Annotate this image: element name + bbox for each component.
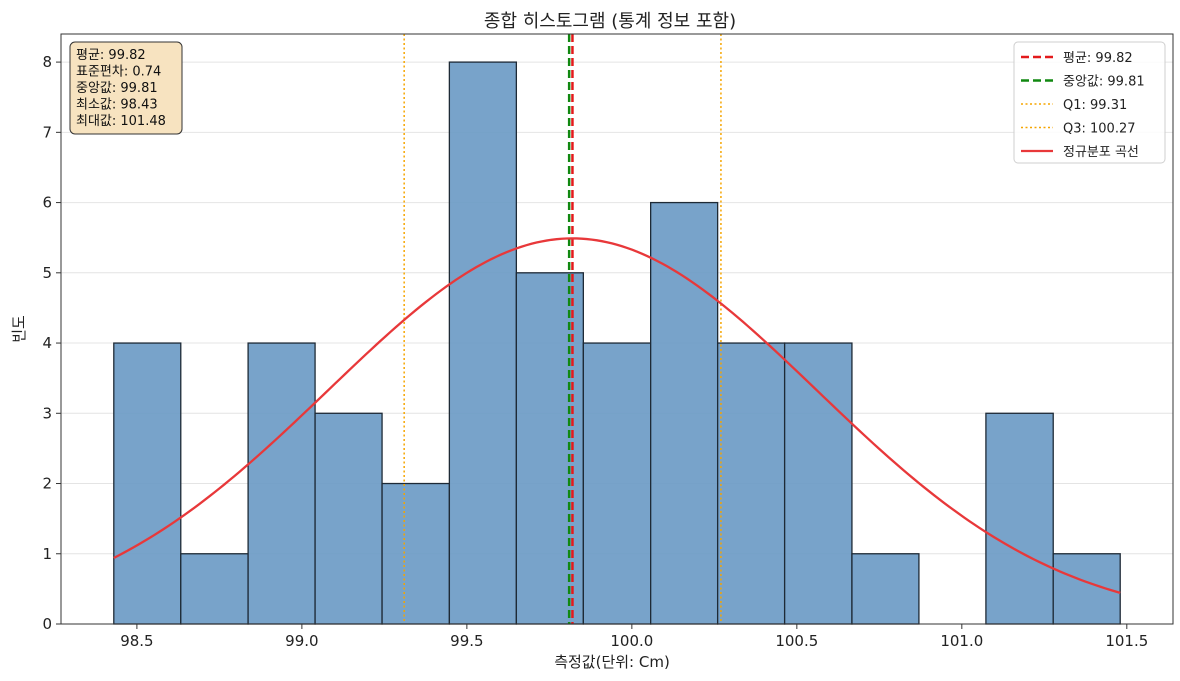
x-tick-label: 101.0 [940, 632, 983, 650]
normal-curve [113, 237, 1121, 594]
histogram-bar [247, 342, 316, 625]
histogram-bar [851, 553, 920, 625]
legend-label: 중앙값: 99.81 [1063, 75, 1145, 90]
reference-lines-layer [403, 34, 722, 624]
histogram-bar [448, 61, 518, 625]
stats-box-frame [69, 41, 183, 135]
stats-line: 평균: 99.82 [76, 48, 146, 63]
x-tick-label: 99.0 [285, 632, 318, 650]
histogram-bar [783, 342, 853, 625]
histogram-bar [985, 412, 1054, 625]
histogram-bar [716, 342, 786, 625]
plot-frame [60, 33, 1174, 625]
normal-curve-layer [113, 237, 1121, 594]
legend-frame [1013, 41, 1166, 164]
x-axis: 98.5 99.0 99.5 100.0 100.5 101.0 101.5 [120, 624, 1148, 650]
x-tick-label: 99.5 [450, 632, 483, 650]
histogram-bar [582, 342, 652, 625]
x-tick-label: 100.5 [775, 632, 818, 650]
stats-line: 중앙값: 99.81 [76, 81, 158, 96]
legend-label: Q3: 100.27 [1063, 122, 1136, 137]
histogram-bar [180, 553, 249, 625]
y-axis-label: 빈도 [10, 315, 28, 343]
x-tick-label: 100.0 [610, 632, 653, 650]
histogram-bar [314, 412, 383, 625]
legend-label: 평균: 99.82 [1063, 51, 1133, 66]
x-tick-label: 101.5 [1105, 632, 1148, 650]
histogram-bar [381, 482, 451, 625]
y-tick-label: 5 [42, 264, 52, 282]
y-tick-label: 3 [42, 404, 52, 422]
stats-line: 표준편차: 0.74 [76, 65, 161, 80]
y-tick-label: 0 [42, 615, 52, 633]
y-tick-label: 7 [42, 123, 52, 141]
y-tick-label: 4 [42, 334, 52, 352]
stats-line: 최대값: 101.48 [76, 114, 166, 129]
y-tick-label: 6 [42, 194, 52, 212]
legend-label: 정규분포 곡선 [1063, 145, 1139, 160]
y-tick-label: 8 [42, 53, 52, 71]
x-axis-label: 측정값(단위: Cm) [554, 653, 670, 671]
x-tick-label: 98.5 [120, 632, 153, 650]
legend-label: Q1: 99.31 [1063, 98, 1127, 113]
histogram-bar [650, 201, 719, 625]
legend: 평균: 99.82 중앙값: 99.81 Q1: 99.31 Q3: 100.27 정규… [1013, 41, 1166, 164]
y-tick-label: 2 [42, 475, 52, 493]
chart-title: 종합 히스토그램 (통계 정보 포함) [484, 11, 736, 32]
y-axis: 0 1 2 3 4 5 6 7 8 [42, 53, 61, 633]
histogram-bar [113, 342, 182, 625]
stats-line: 최소값: 98.43 [76, 98, 158, 113]
y-tick-label: 1 [42, 545, 52, 563]
